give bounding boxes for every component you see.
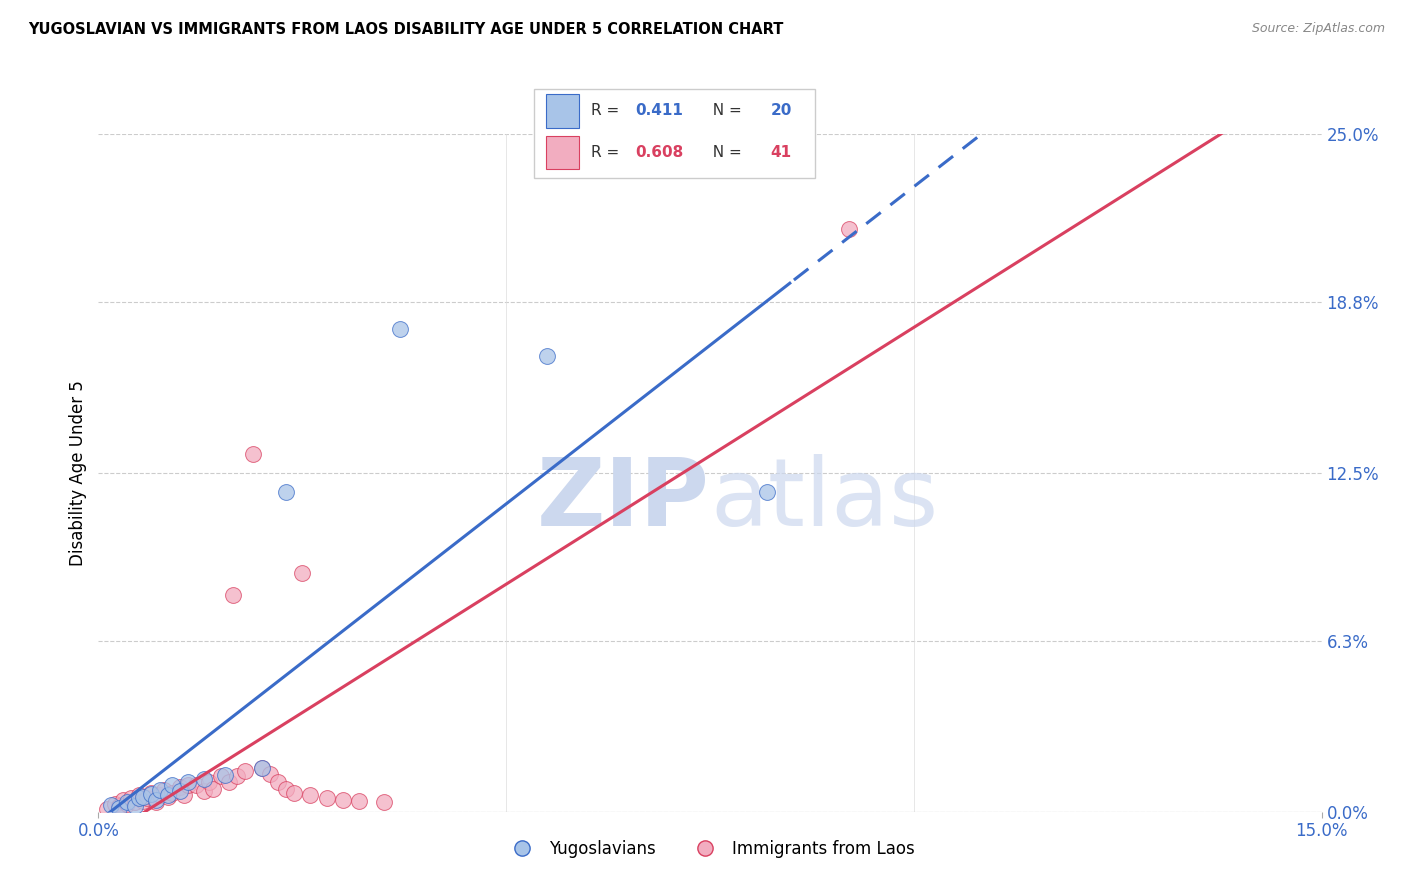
- Point: [104, 797, 127, 811]
- Text: 0.608: 0.608: [636, 145, 683, 160]
- Point: [193, 772, 215, 787]
- Point: [389, 322, 412, 336]
- Point: [193, 784, 215, 798]
- Point: [274, 484, 297, 499]
- Point: [124, 799, 146, 814]
- Point: [108, 799, 131, 814]
- Point: [124, 795, 146, 809]
- Point: [756, 484, 779, 499]
- Point: [242, 447, 264, 461]
- Point: [136, 791, 159, 805]
- Point: [177, 775, 200, 789]
- Point: [115, 797, 138, 811]
- Text: R =: R =: [591, 103, 624, 118]
- Point: [132, 794, 155, 808]
- Text: atlas: atlas: [710, 454, 938, 546]
- Point: [201, 781, 224, 796]
- Point: [96, 802, 118, 816]
- Text: 41: 41: [770, 145, 792, 160]
- Point: [160, 786, 183, 800]
- Point: [250, 761, 273, 775]
- Point: [267, 775, 290, 789]
- Text: Source: ZipAtlas.com: Source: ZipAtlas.com: [1251, 22, 1385, 36]
- Point: [128, 791, 150, 805]
- Point: [209, 769, 232, 783]
- Text: 20: 20: [770, 103, 792, 118]
- Y-axis label: Disability Age Under 5: Disability Age Under 5: [69, 380, 87, 566]
- Legend: Yugoslavians, Immigrants from Laos: Yugoslavians, Immigrants from Laos: [499, 833, 921, 864]
- Point: [120, 791, 142, 805]
- Point: [315, 791, 337, 805]
- Bar: [546, 136, 579, 169]
- Point: [226, 769, 249, 783]
- Text: N =: N =: [703, 103, 747, 118]
- Point: [132, 789, 155, 804]
- Point: [373, 795, 395, 809]
- Point: [233, 764, 256, 778]
- Point: [218, 775, 240, 789]
- Point: [145, 795, 167, 809]
- Point: [156, 789, 179, 803]
- Text: R =: R =: [591, 145, 624, 160]
- Point: [152, 783, 174, 797]
- Bar: [546, 94, 579, 128]
- Point: [259, 766, 281, 780]
- Point: [156, 789, 179, 804]
- Point: [197, 775, 219, 789]
- Point: [169, 780, 191, 795]
- FancyBboxPatch shape: [534, 89, 815, 178]
- Point: [299, 789, 322, 803]
- Point: [186, 778, 208, 792]
- Point: [145, 792, 167, 806]
- Point: [141, 787, 163, 801]
- Point: [349, 794, 371, 808]
- Point: [536, 349, 558, 363]
- Point: [283, 786, 305, 800]
- Point: [274, 781, 297, 796]
- Point: [214, 768, 236, 782]
- Point: [160, 778, 183, 792]
- Point: [332, 792, 354, 806]
- Point: [128, 789, 150, 803]
- Point: [169, 784, 191, 798]
- Point: [141, 786, 163, 800]
- Text: 0.411: 0.411: [636, 103, 683, 118]
- Point: [108, 800, 131, 814]
- Point: [222, 588, 245, 602]
- Point: [149, 789, 172, 803]
- Text: N =: N =: [703, 145, 747, 160]
- Point: [115, 795, 138, 809]
- Text: ZIP: ZIP: [537, 454, 710, 546]
- Point: [177, 778, 200, 792]
- Point: [838, 221, 860, 235]
- Point: [291, 566, 314, 580]
- Point: [149, 783, 172, 797]
- Point: [250, 761, 273, 775]
- Point: [173, 789, 195, 803]
- Point: [100, 797, 122, 812]
- Point: [111, 792, 134, 806]
- Text: YUGOSLAVIAN VS IMMIGRANTS FROM LAOS DISABILITY AGE UNDER 5 CORRELATION CHART: YUGOSLAVIAN VS IMMIGRANTS FROM LAOS DISA…: [28, 22, 783, 37]
